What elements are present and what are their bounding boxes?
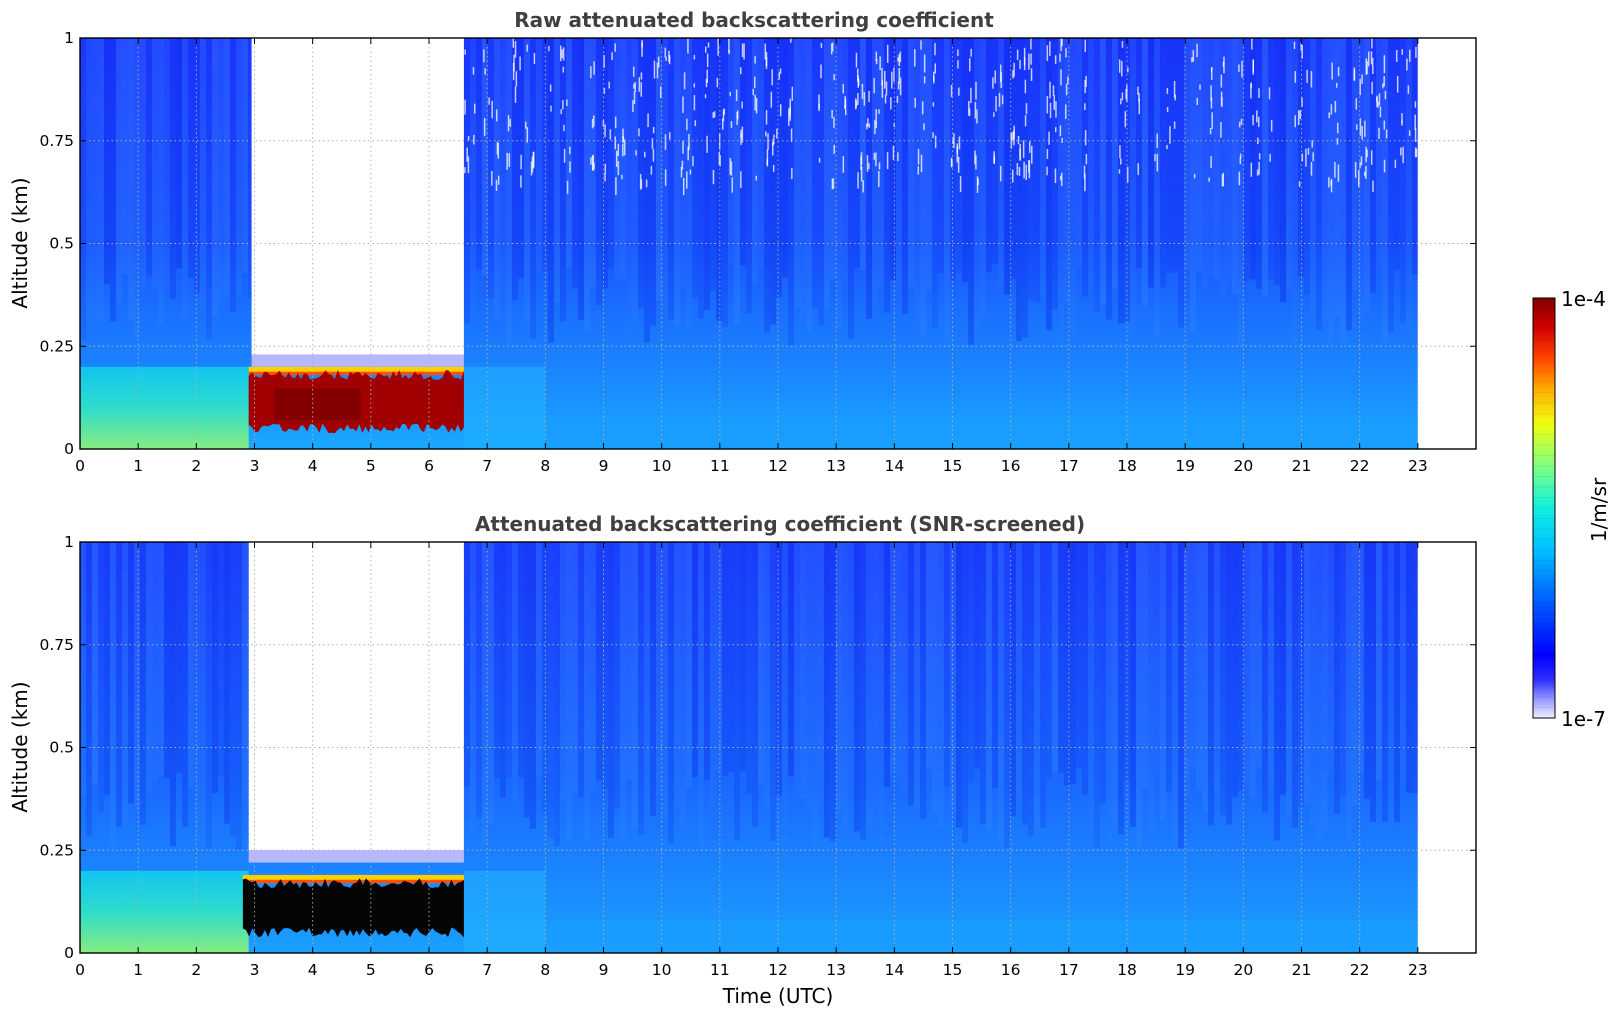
panel-screened-x-tick-label: 4 [308, 961, 318, 979]
panel-screened-heatmap [80, 542, 1476, 953]
panel-screened-x-tick-label: 23 [1408, 961, 1428, 979]
panel-raw-x-tick-label: 6 [424, 457, 434, 475]
panel-screened-x-tick-label: 5 [366, 961, 376, 979]
panel-raw-y-tick-label: 0 [64, 440, 74, 458]
panel-screened-y-ticks: 0 0.25 0.5 0.75 1 [39, 533, 1476, 962]
panel-screened-y-tick-label: 0 [64, 944, 74, 962]
panel-raw-x-ticks: 0 1 2 3 4 5 6 7 8 9 10 11 12 13 14 15 16 17 18 19 20 21 22 23 [75, 38, 1428, 475]
panel-screened-x-tick-label: 13 [826, 961, 846, 979]
panel-raw-x-tick-label: 12 [768, 457, 788, 475]
panel-screened-x-tick-label: 20 [1233, 961, 1253, 979]
panel-raw-x-tick-label: 18 [1117, 457, 1137, 475]
panel-raw-x-tick-label: 3 [250, 457, 260, 475]
panel-screened-x-tick-label: 14 [884, 961, 904, 979]
panel-screened-y-tick-label: 0.25 [39, 841, 74, 859]
panel-raw-x-tick-label: 5 [366, 457, 376, 475]
panel-raw-no-signal-region [251, 38, 464, 355]
panel-screened-layer-fringe [242, 874, 464, 884]
panel-raw-heatmap [80, 38, 1476, 449]
panel-raw-x-tick-label: 13 [826, 457, 846, 475]
panel-raw-y-tick-label: 0.75 [39, 132, 74, 150]
panel-raw-x-tick-label: 15 [943, 457, 963, 475]
panel-screened-x-tick-label: 17 [1059, 961, 1079, 979]
panel-raw-x-tick-label: 19 [1175, 457, 1195, 475]
panel-raw-x-tick-label: 8 [540, 457, 550, 475]
panel-screened-x-tick-label: 16 [1001, 961, 1021, 979]
panel-screened-y-tick-label: 0.75 [39, 636, 74, 654]
panel-screened-x-tick-label: 12 [768, 961, 788, 979]
panel-screened-x-tick-label: 22 [1350, 961, 1370, 979]
panel-raw-x-tick-label: 10 [652, 457, 672, 475]
panel-screened-grid [80, 542, 1476, 953]
panel-raw-x-tick-label: 0 [75, 457, 85, 475]
panel-raw-x-tick-label: 17 [1059, 457, 1079, 475]
panel-screened-title: Attenuated backscattering coefficient (S… [475, 512, 1085, 536]
colorbar-gradient [1532, 297, 1556, 719]
panel-raw-x-tick-label: 14 [884, 457, 904, 475]
panel-screened-x-tick-label: 8 [540, 961, 550, 979]
panel-screened-x-tick-label: 15 [943, 961, 963, 979]
panel-raw-x-tick-label: 20 [1233, 457, 1253, 475]
panel-screened: Attenuated backscattering coefficient (S… [8, 512, 1477, 1008]
panel-screened-x-tick-label: 11 [710, 961, 730, 979]
panel-screened-y-tick-label: 1 [64, 533, 74, 551]
panel-raw-y-tick-label: 1 [64, 29, 74, 47]
panel-screened-layer-core [242, 878, 464, 938]
panel-raw-x-tick-label: 2 [191, 457, 201, 475]
panel-raw-edge-band [251, 354, 464, 367]
colorbar-steps [1533, 308, 1555, 708]
panel-screened-x-tick-label: 19 [1175, 961, 1195, 979]
panel-screened-x-tick-label: 3 [250, 961, 260, 979]
panel-raw-y-tick-label: 0.5 [49, 235, 74, 253]
panel-screened-x-tick-label: 1 [133, 961, 143, 979]
colorbar-max-label: 1e-4 [1561, 287, 1606, 311]
panel-raw-x-tick-label: 1 [133, 457, 143, 475]
panel-raw-x-tick-label: 7 [482, 457, 492, 475]
panel-raw-x-tick-label: 4 [308, 457, 318, 475]
panel-screened-xlabel: Time (UTC) [722, 984, 834, 1008]
panel-raw-x-tick-label: 21 [1292, 457, 1312, 475]
panel-raw-layer-fringe [248, 366, 464, 376]
panel-screened-x-tick-label: 9 [599, 961, 609, 979]
panel-raw-x-tick-label: 22 [1350, 457, 1370, 475]
panel-screened-y-tick-label: 0.5 [49, 739, 74, 757]
panel-raw-grid [80, 38, 1476, 449]
panel-raw-x-tick-label: 23 [1408, 457, 1428, 475]
panel-screened-x-tick-label: 18 [1117, 961, 1137, 979]
colorbar-label: 1/m/sr [1587, 477, 1611, 542]
panel-raw-x-tick-label: 9 [599, 457, 609, 475]
panel-raw-layer-peak [274, 388, 361, 421]
colorbar: 1e-4 1e-7 1/m/sr [1532, 287, 1611, 731]
panel-screened-no-signal-region [248, 542, 464, 851]
panel-screened-edge-band [248, 850, 464, 863]
panel-raw-near-ground [80, 366, 1418, 449]
panel-screened-x-tick-label: 0 [75, 961, 85, 979]
colorbar-min-label: 1e-7 [1561, 707, 1606, 731]
panel-screened-x-tick-label: 6 [424, 961, 434, 979]
panel-raw-ylabel: Altitude (km) [8, 177, 32, 308]
panel-raw-x-tick-label: 16 [1001, 457, 1021, 475]
panel-screened-ylabel: Altitude (km) [8, 681, 32, 812]
panel-raw: Raw attenuated backscattering coefficien… [8, 8, 1477, 475]
panel-screened-x-ticks: 0 1 2 3 4 5 6 7 8 9 10 11 12 13 14 15 16 17 18 19 20 21 22 23 [75, 542, 1428, 979]
panel-screened-layer-fringe-inner [242, 879, 464, 884]
panel-screened-x-tick-label: 10 [652, 961, 672, 979]
panel-raw-y-ticks: 0 0.25 0.5 0.75 1 [39, 29, 1476, 458]
panel-raw-y-tick-label: 0.25 [39, 337, 74, 355]
panel-screened-near-ground [80, 870, 1418, 953]
panel-screened-x-tick-label: 7 [482, 961, 492, 979]
panel-screened-x-tick-label: 2 [191, 961, 201, 979]
panel-raw-x-tick-label: 11 [710, 457, 730, 475]
panel-raw-title: Raw attenuated backscattering coefficien… [514, 8, 994, 32]
panel-screened-x-tick-label: 21 [1292, 961, 1312, 979]
